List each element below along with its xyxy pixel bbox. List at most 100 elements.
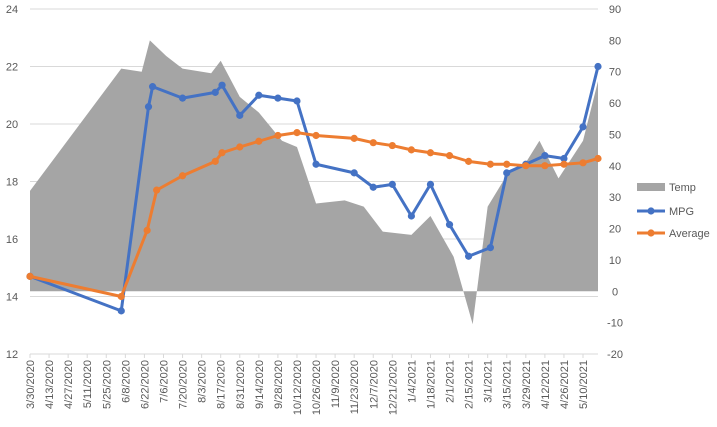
x-tick-label: 11/9/2020 (330, 360, 342, 408)
average-point (26, 272, 34, 280)
average-point (464, 157, 473, 165)
mpg-point (369, 183, 377, 191)
average-point (153, 186, 161, 194)
legend-marker-mpg (647, 207, 655, 215)
x-tick-label: 8/31/2020 (235, 360, 247, 409)
x-tick-label: 9/28/2020 (273, 360, 285, 409)
right-tick-label: 30 (609, 192, 621, 204)
average-point (143, 226, 151, 234)
average-point (255, 137, 263, 145)
mpg-point (407, 212, 415, 220)
left-tick-label: 20 (6, 119, 18, 131)
mpg-point (255, 91, 263, 99)
legend-swatch-temp (637, 183, 665, 191)
mpg-point (312, 160, 320, 168)
x-tick-label: 3/1/2021 (483, 360, 495, 403)
legend-label-mpg: MPG (669, 206, 694, 218)
mpg-point (350, 169, 358, 177)
right-tick-label: 0 (612, 286, 618, 298)
mpg-point (541, 152, 549, 160)
right-tick-label: -20 (607, 349, 623, 361)
x-tick-label: 5/11/2020 (82, 360, 94, 408)
mpg-point (445, 221, 454, 229)
average-point (218, 149, 226, 157)
x-tick-label: 2/15/2021 (464, 360, 476, 409)
legend: Temp MPG Average (637, 182, 710, 240)
mpg-point (178, 94, 187, 102)
right-tick-label: -10 (607, 318, 623, 330)
mpg-point (148, 83, 157, 91)
average-point (560, 160, 568, 168)
average-point (388, 141, 396, 150)
mpg-point (464, 252, 473, 260)
x-tick-label: 4/26/2021 (559, 360, 571, 409)
average-point (274, 131, 282, 140)
x-tick-label: 10/26/2020 (311, 360, 323, 415)
x-axis-ticks: 3/30/2020 4/13/2020 4/27/2020 5/11/2020 5/25… (25, 354, 590, 415)
x-tick-label: 4/13/2020 (44, 360, 56, 409)
mpg-point (426, 180, 435, 188)
average-point (211, 157, 219, 165)
x-tick-label: 5/10/2021 (578, 360, 590, 409)
left-tick-label: 18 (6, 177, 18, 189)
x-tick-label: 1/18/2021 (425, 360, 437, 409)
x-tick-label: 12/7/2020 (368, 360, 380, 409)
mpg-point (293, 97, 301, 105)
x-tick-label: 3/29/2021 (521, 360, 533, 409)
x-tick-label: 4/12/2021 (540, 360, 552, 409)
x-tick-label: 3/15/2021 (502, 360, 514, 409)
mpg-point (218, 81, 226, 89)
x-tick-label: 10/12/2020 (292, 360, 304, 415)
average-point (178, 172, 187, 180)
average-point (293, 129, 301, 137)
average-point (350, 134, 358, 142)
right-tick-label: 40 (609, 161, 621, 173)
mpg-point (117, 307, 125, 315)
average-point (503, 160, 511, 168)
average-point (445, 152, 454, 160)
x-tick-label: 9/14/2020 (254, 360, 266, 409)
line-layer (26, 62, 602, 315)
left-tick-label: 24 (6, 4, 18, 16)
mpg-point (486, 244, 494, 252)
right-tick-label: 80 (609, 35, 621, 47)
legend-label-average: Average (669, 228, 710, 240)
right-tick-label: 20 (609, 224, 621, 236)
right-tick-label: 90 (609, 4, 621, 16)
average-point (486, 160, 494, 168)
mpg-point (274, 94, 282, 102)
mpg-point (560, 154, 568, 163)
right-tick-label: 70 (609, 67, 621, 79)
left-tick-label: 14 (6, 292, 18, 304)
x-tick-label: 8/17/2020 (216, 360, 228, 409)
average-point (541, 162, 549, 170)
mpg-point (211, 88, 219, 96)
legend-label-temp: Temp (669, 182, 696, 194)
average-point (426, 149, 435, 157)
right-axis-ticks: -20 -10 0 10 20 30 40 50 60 70 80 90 (607, 4, 623, 361)
x-tick-label: 6/8/2020 (120, 360, 132, 403)
mpg-point (144, 103, 153, 111)
x-tick-label: 7/6/2020 (158, 360, 170, 403)
x-tick-label: 1/4/2021 (406, 360, 418, 403)
right-tick-label: 50 (609, 129, 621, 141)
temp-area-layer (30, 40, 598, 325)
average-point (579, 159, 587, 167)
mpg-point (503, 169, 511, 177)
x-tick-label: 5/25/2020 (101, 360, 113, 409)
right-tick-label: 10 (609, 255, 621, 267)
average-point (312, 131, 320, 140)
average-point (369, 139, 377, 147)
temp-area (30, 40, 598, 325)
mpg-point (388, 180, 396, 188)
x-tick-label: 4/27/2020 (63, 360, 75, 409)
mpg-point (236, 111, 244, 119)
left-axis-ticks: 12 14 16 18 20 22 24 (6, 4, 18, 361)
x-tick-label: 7/20/2020 (178, 360, 190, 409)
average-point (117, 292, 125, 301)
left-tick-label: 22 (6, 62, 18, 74)
right-tick-label: 60 (609, 98, 621, 110)
x-tick-label: 11/23/2020 (349, 360, 361, 414)
average-point (236, 143, 244, 151)
